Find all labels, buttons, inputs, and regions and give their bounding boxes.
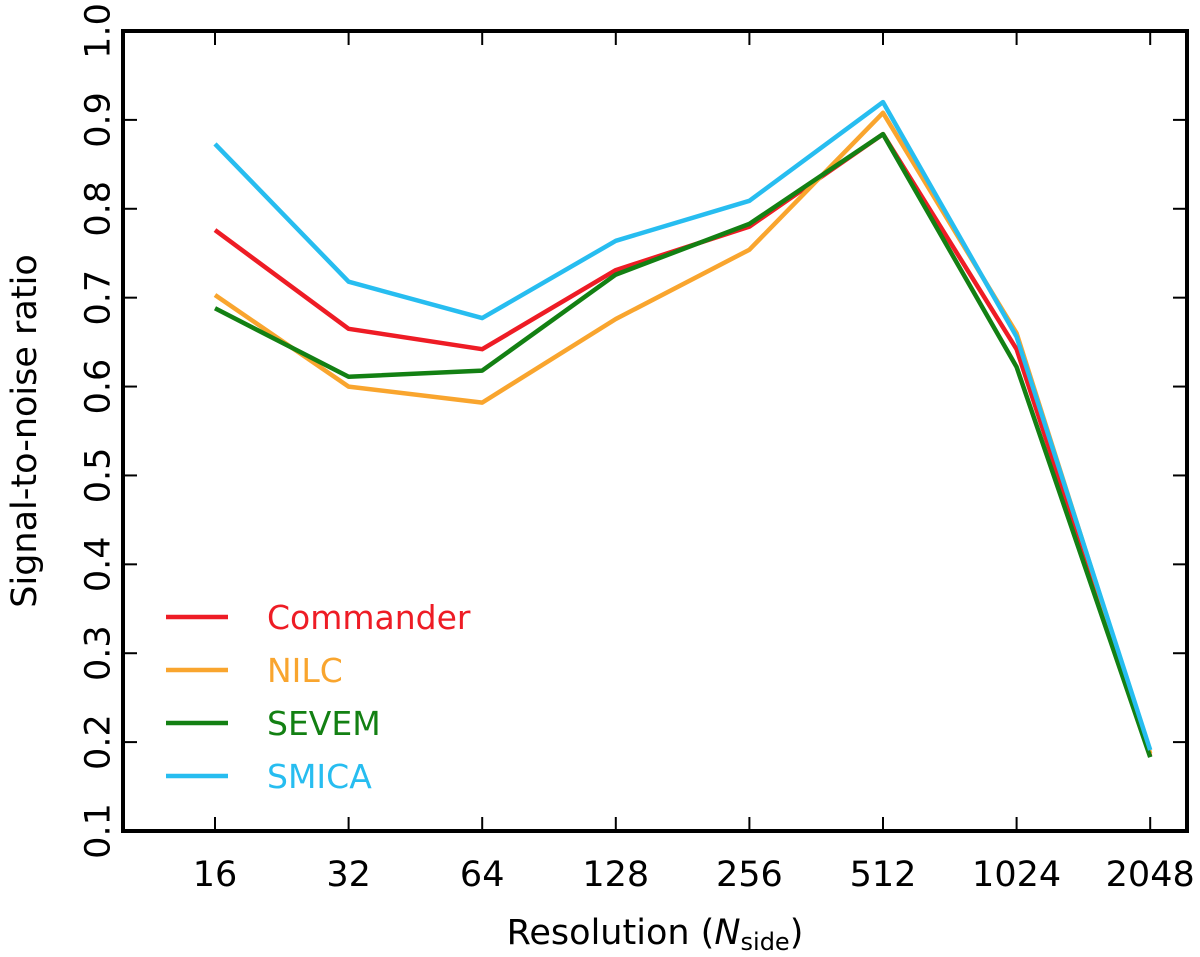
series-line-nilc xyxy=(213,110,1153,755)
y-tick-label: 0.2 xyxy=(78,714,118,770)
y-tick-label: 0.3 xyxy=(78,625,118,681)
series-layer xyxy=(213,99,1153,758)
x-axis-title-variable: N xyxy=(714,913,740,953)
x-tick-label: 32 xyxy=(326,855,371,895)
y-tick-label: 1.0 xyxy=(78,3,118,59)
legend-label-commander: Commander xyxy=(267,598,471,637)
y-tick-label: 0.4 xyxy=(78,536,118,592)
series-line-commander xyxy=(213,131,1153,758)
x-axis-title: Resolution (Nside) xyxy=(507,913,804,956)
y-tick-label: 0.6 xyxy=(78,359,118,415)
legend-label-smica: SMICA xyxy=(267,757,372,796)
x-axis-title-prefix: Resolution ( xyxy=(507,913,715,953)
x-axis-title-subscript: side xyxy=(741,928,790,956)
x-tick-label: 64 xyxy=(460,855,505,895)
y-tick-label: 0.5 xyxy=(78,448,118,504)
legend-label-nilc: NILC xyxy=(267,651,343,690)
plot-frame xyxy=(121,29,1189,833)
x-axis: 16 32 64 128 256 512 1024 2048 xyxy=(193,31,1195,895)
x-axis-title-suffix: ) xyxy=(790,913,804,953)
x-tick-label: 1024 xyxy=(972,855,1061,895)
y-tick-label: 0.7 xyxy=(78,270,118,326)
series-line-smica xyxy=(213,99,1153,751)
series-line-sevem xyxy=(213,131,1153,758)
y-tick-label: 0.9 xyxy=(78,92,118,148)
y-tick-label: 0.1 xyxy=(78,803,118,859)
x-tick-label: 128 xyxy=(582,855,649,895)
x-tick-label: 512 xyxy=(850,855,917,895)
y-axis: 0.1 0.2 0.3 0.4 0.5 0.6 0.7 0.8 0.9 1.0 xyxy=(78,3,1187,859)
y-tick-label: 0.8 xyxy=(78,181,118,237)
legend-label-sevem: SEVEM xyxy=(267,704,381,743)
x-tick-label: 16 xyxy=(193,855,238,895)
legend: Commander NILC SEVEM SMICA xyxy=(166,598,471,796)
x-tick-label: 2048 xyxy=(1106,855,1195,895)
x-tick-label: 256 xyxy=(716,855,783,895)
y-axis-title: Signal-to-noise ratio xyxy=(5,254,45,607)
